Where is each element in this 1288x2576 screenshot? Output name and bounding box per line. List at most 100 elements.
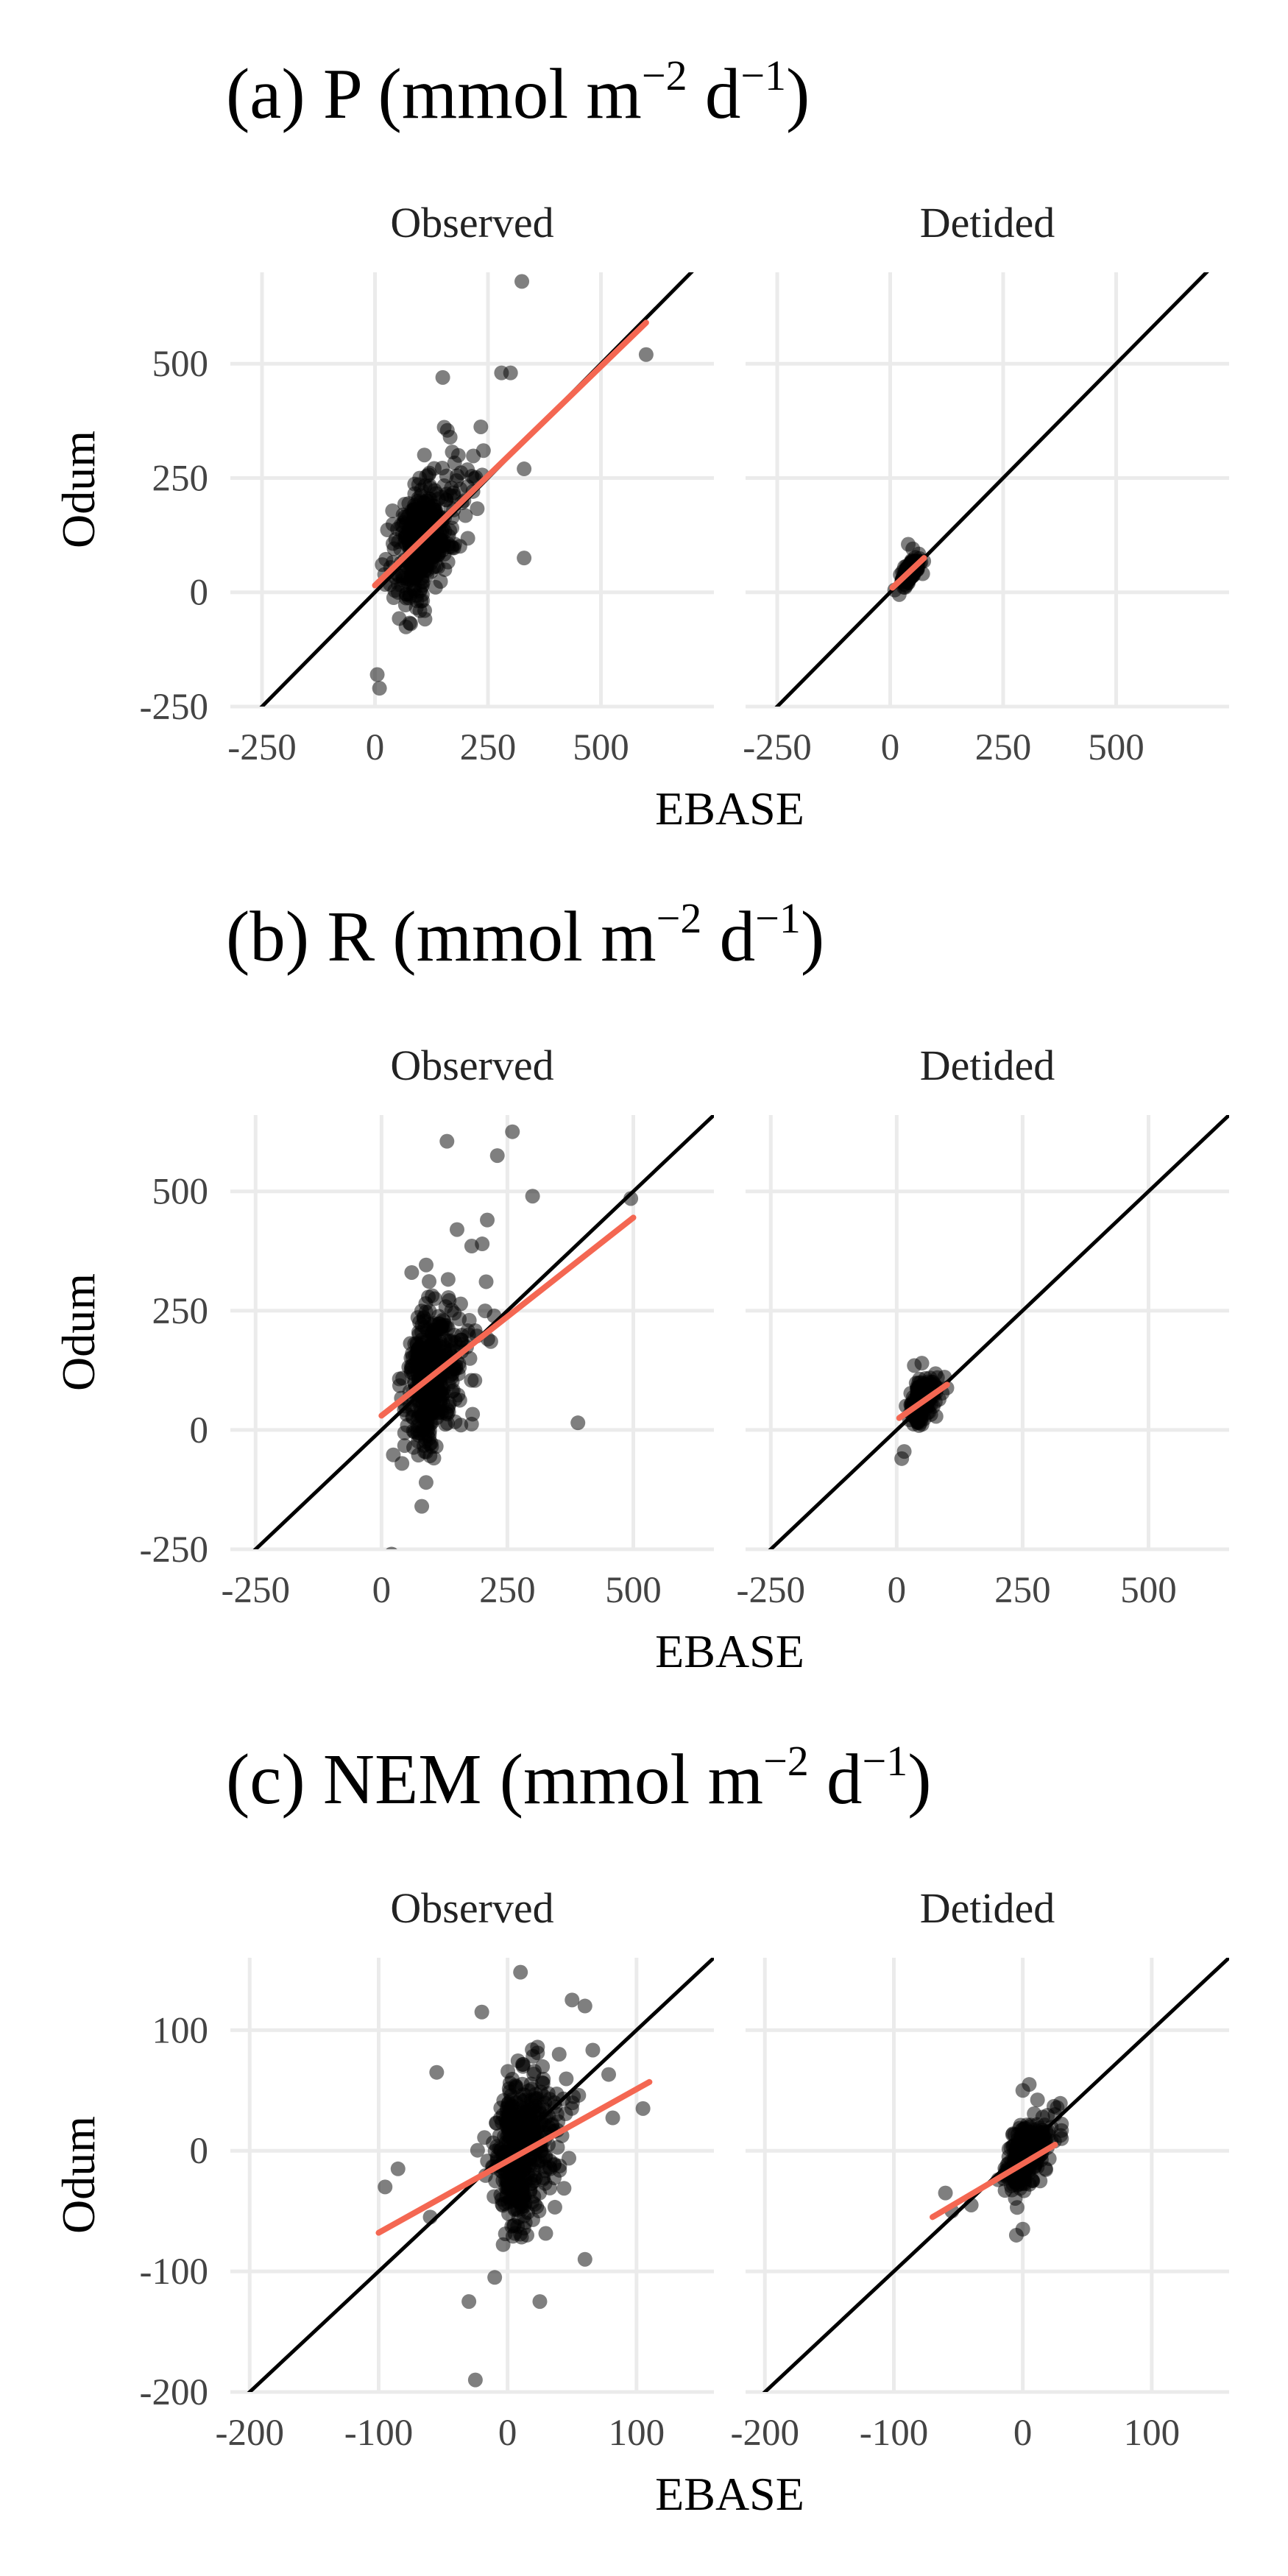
x-tick-label: -200 <box>731 2413 799 2454</box>
data-point <box>407 486 422 501</box>
panel-title-sup: −1 <box>863 1737 908 1785</box>
identity-line <box>774 272 1209 707</box>
fit-line <box>378 1214 637 1419</box>
data-point <box>380 523 395 538</box>
data-point <box>514 2100 529 2115</box>
data-point <box>921 1374 936 1390</box>
data-point <box>1035 2109 1050 2125</box>
facet-detided: Detided -250 0 250 500 <box>736 1041 1229 1611</box>
data-point <box>551 2047 567 2062</box>
facet-label: Detided <box>920 199 1055 247</box>
data-point <box>510 2053 526 2068</box>
data-point <box>422 2209 438 2225</box>
data-point <box>565 1992 580 2008</box>
y-tick-label: 0 <box>190 573 209 614</box>
facet-detided: Detided -200 -100 0 100 <box>731 1884 1229 2454</box>
facet-label: Observed <box>390 1884 553 1932</box>
data-point <box>928 1409 944 1424</box>
data-point <box>520 2227 535 2243</box>
data-point <box>585 2042 601 2058</box>
data-point <box>527 2196 542 2212</box>
x-tick-label: 250 <box>460 727 517 768</box>
data-point <box>1014 2136 1030 2151</box>
x-tick-label: -250 <box>221 1570 289 1611</box>
x-tick-label: -250 <box>743 727 811 768</box>
panel-title-text: d <box>809 1740 863 1819</box>
data-point <box>605 2110 620 2126</box>
data-point <box>549 2086 565 2101</box>
x-tick-label: 250 <box>975 727 1032 768</box>
data-point <box>386 1546 397 1549</box>
panel-a: (a) P (mmol m−2 d−1) -250 0 250 500 Odum EBASE… <box>52 52 1229 835</box>
data-point <box>435 537 450 553</box>
panel-title: (b) R (mmol m−2 d−1) <box>226 894 824 976</box>
y-axis-title: Odum <box>52 1273 105 1391</box>
data-point <box>440 1272 456 1287</box>
data-point <box>453 1418 469 1433</box>
data-point <box>458 508 473 523</box>
data-point <box>487 2270 503 2285</box>
y-tick-label: 0 <box>190 2131 209 2172</box>
plot-area <box>252 1115 714 1549</box>
data-point <box>480 1212 495 1228</box>
x-tick-label: 500 <box>1120 1570 1177 1611</box>
data-point <box>447 456 462 471</box>
data-point <box>635 2101 651 2116</box>
x-tick-label: 0 <box>881 727 900 768</box>
x-tick-label: 0 <box>498 2413 517 2454</box>
y-tick-label: -250 <box>140 1529 208 1571</box>
data-point <box>445 445 460 460</box>
panel-title-sup: −1 <box>755 894 801 942</box>
data-point <box>431 559 446 575</box>
data-point <box>559 2071 574 2087</box>
data-point <box>1015 2221 1030 2237</box>
data-point <box>428 579 443 595</box>
panel-title-sup: −1 <box>740 52 786 99</box>
data-point <box>475 1236 490 1252</box>
fit-line <box>372 319 649 589</box>
data-point <box>509 2078 524 2094</box>
identity-line <box>768 1115 1229 1549</box>
data-point <box>495 2197 510 2212</box>
data-point <box>461 1327 476 1342</box>
y-tick-label: -250 <box>140 687 208 728</box>
data-point <box>504 2174 520 2190</box>
panel-title-text: (a) P (mmol m <box>226 54 642 133</box>
data-point <box>507 2201 523 2216</box>
data-point <box>477 2130 492 2145</box>
data-point <box>470 501 485 517</box>
y-tick-label: 250 <box>152 458 209 499</box>
data-point <box>1004 2182 1019 2198</box>
data-point <box>475 443 491 459</box>
data-point <box>536 2071 551 2087</box>
data-point <box>638 347 654 362</box>
facet-observed: Observed -200 -100 0 100 <box>216 1884 714 2454</box>
data-point <box>938 2185 953 2201</box>
data-point <box>1023 2117 1038 2133</box>
data-point <box>422 1437 437 1452</box>
data-point <box>417 1320 433 1335</box>
data-point <box>435 1312 450 1328</box>
y-tick-label: 0 <box>190 1410 209 1451</box>
facet-observed: Observed -250 0 250 500 <box>221 1041 714 1611</box>
data-point <box>427 1291 442 1306</box>
panel-title-sup: −2 <box>642 52 687 99</box>
y-tick-label: -200 <box>140 2372 208 2413</box>
data-point <box>542 2154 558 2169</box>
data-point <box>402 587 417 602</box>
data-point <box>467 1373 483 1388</box>
data-point <box>480 2154 495 2169</box>
data-point <box>387 583 403 598</box>
data-point <box>428 1333 443 1348</box>
x-tick-label: 500 <box>573 727 629 768</box>
data-point <box>910 1382 926 1398</box>
data-point <box>406 570 422 585</box>
x-axis-title: EBASE <box>655 2468 804 2520</box>
data-point <box>369 667 385 682</box>
data-point <box>417 447 432 463</box>
data-point <box>417 603 433 618</box>
data-point <box>570 1415 586 1431</box>
data-point <box>437 1343 453 1359</box>
panel-c: (c) NEM (mmol m−2 d−1) -200 -100 0 100 Odum EB… <box>52 1737 1229 2520</box>
data-point <box>404 1264 420 1280</box>
